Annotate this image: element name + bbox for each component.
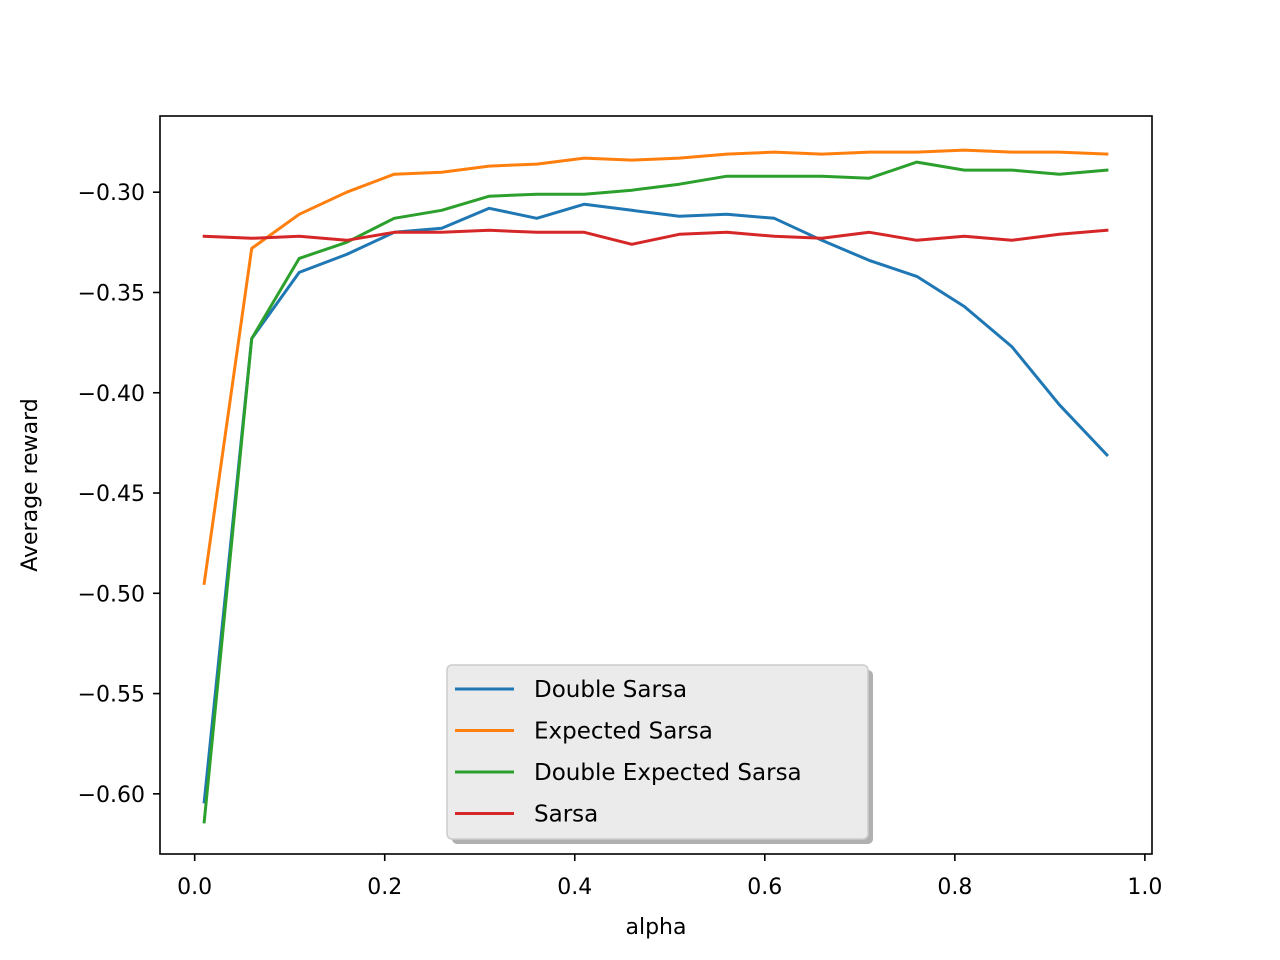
y-axis-label: Average reward	[18, 398, 43, 572]
y-tick-label: −0.50	[78, 582, 145, 607]
y-tick-label: −0.45	[78, 482, 145, 507]
series-line-expected-sarsa	[202, 148, 1109, 585]
x-tick-label: 0.2	[367, 875, 402, 900]
legend: Double Sarsa Expected Sarsa Double Expecte…	[446, 664, 873, 844]
x-axis-ticks: 0.0 0.2 0.4 0.6 0.8 1.0	[177, 854, 1162, 900]
legend-label: Double Expected Sarsa	[534, 760, 802, 786]
y-tick-label: −0.30	[78, 181, 145, 206]
series-layer	[202, 148, 1110, 824]
series-line-sarsa	[202, 228, 1109, 246]
legend-label: Double Sarsa	[534, 677, 687, 703]
x-tick-label: 0.4	[557, 875, 592, 900]
y-axis-ticks: −0.30 −0.35 −0.40 −0.45 −0.50 −0.55 −0.60	[78, 181, 160, 808]
y-tick-label: −0.40	[78, 382, 145, 407]
legend-label: Expected Sarsa	[534, 719, 713, 745]
legend-label: Sarsa	[534, 802, 598, 828]
plot-area-frame	[159, 115, 1153, 855]
x-tick-label: 1.0	[1127, 875, 1162, 900]
legend-box	[446, 664, 869, 840]
x-axis-label: alpha	[626, 915, 687, 940]
x-tick-label: 0.8	[937, 875, 972, 900]
y-tick-label: −0.60	[78, 783, 145, 808]
series-line-double-sarsa	[202, 202, 1110, 804]
x-tick-label: 0.0	[177, 875, 212, 900]
x-tick-label: 0.6	[747, 875, 782, 900]
y-tick-label: −0.35	[78, 281, 145, 306]
y-tick-label: −0.55	[78, 683, 145, 708]
